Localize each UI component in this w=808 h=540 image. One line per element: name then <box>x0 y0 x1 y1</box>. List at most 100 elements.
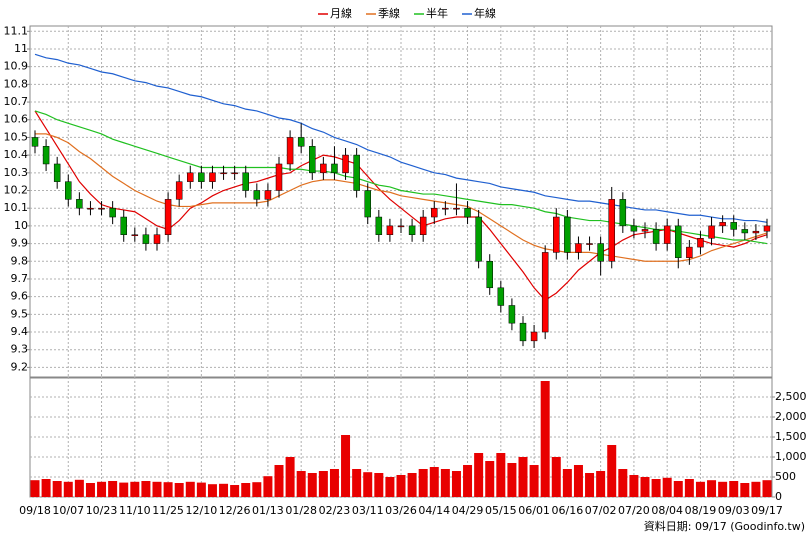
volume-bar <box>285 457 295 497</box>
y-tick-label: 9.6 <box>11 290 29 303</box>
x-tick-label: 03/11 <box>352 504 384 517</box>
y-tick-label: 10.8 <box>4 77 29 90</box>
candle-body <box>408 225 416 235</box>
volume-bar <box>185 481 195 497</box>
candle-body <box>98 207 105 210</box>
x-tick-label: 09/18 <box>19 504 51 517</box>
candle-body <box>575 243 582 253</box>
candle-body <box>630 225 638 232</box>
volume-bar <box>296 471 306 497</box>
volume-bar <box>141 481 151 497</box>
candle-body <box>297 137 305 147</box>
x-tick-label: 10/07 <box>52 504 84 517</box>
candle-body <box>264 190 272 200</box>
volume-bar <box>673 481 683 497</box>
candle-body <box>187 172 194 182</box>
candle-body <box>198 172 205 182</box>
candle-body <box>741 229 749 234</box>
volume-bar <box>152 481 162 497</box>
volume-bar <box>485 461 495 497</box>
candle-body <box>730 222 737 230</box>
volume-bar <box>130 481 140 497</box>
volume-bar <box>640 477 650 497</box>
y-tick-label: 11 <box>14 42 28 55</box>
candle-body <box>475 216 482 262</box>
volume-bar <box>540 381 550 497</box>
y-tick-label: 11.1 <box>4 24 29 37</box>
candle-body <box>486 261 493 289</box>
volume-bar <box>52 481 62 497</box>
candle-body <box>686 246 693 258</box>
x-tick-label: 11/10 <box>119 504 151 517</box>
volume-bar <box>97 481 107 497</box>
x-tick-label: 10/23 <box>86 504 118 517</box>
candle-body <box>675 225 682 258</box>
volume-bar <box>63 481 73 497</box>
y-tick-label: 10.6 <box>4 113 29 126</box>
candle-body <box>153 234 161 244</box>
volume-bar <box>762 480 772 497</box>
candle-body <box>397 225 405 228</box>
y-tick-label: 9.8 <box>11 254 29 267</box>
candle-body <box>42 146 50 165</box>
candle-body <box>253 190 261 200</box>
volume-bar <box>429 467 439 497</box>
candle-body <box>553 216 560 253</box>
volume-bar <box>418 469 428 497</box>
candle-body <box>65 181 72 200</box>
candle-body <box>619 199 627 227</box>
x-tick-label: 09/17 <box>751 504 783 517</box>
candle-body <box>386 225 394 235</box>
x-tick-label: 06/16 <box>552 504 584 517</box>
y-tick-label: 1,000 <box>775 450 807 463</box>
candle-body <box>375 216 383 235</box>
y-tick-label: 500 <box>775 470 796 483</box>
volume-bar <box>695 481 705 497</box>
candle-body <box>541 252 549 333</box>
candle-body <box>220 172 227 175</box>
volume-bar <box>651 479 661 497</box>
candle-body <box>564 216 571 253</box>
x-tick-label: 08/04 <box>651 504 683 517</box>
candle-body <box>508 305 516 324</box>
candle-body <box>608 199 615 262</box>
volume-bar <box>529 465 539 497</box>
volume-bar <box>451 471 461 497</box>
candle-body <box>275 163 283 191</box>
y-tick-label: 9.2 <box>11 360 29 373</box>
volume-bar <box>318 471 328 497</box>
volume-bar <box>207 484 217 497</box>
candle-body <box>109 207 116 218</box>
x-tick-label: 07/02 <box>585 504 617 517</box>
x-tick-label: 04/29 <box>452 504 484 517</box>
y-tick-label: 10.7 <box>4 95 29 108</box>
volume-bar <box>119 482 129 497</box>
candle-body <box>309 146 316 174</box>
volume-bar <box>718 481 728 497</box>
volume-bar <box>385 477 395 497</box>
volume-bar <box>474 453 484 497</box>
y-tick-label: 10 <box>14 219 28 232</box>
volume-bar <box>729 481 739 497</box>
moving-average-line <box>35 133 768 262</box>
volume-bar <box>396 475 406 497</box>
volume-bar <box>463 465 473 497</box>
candle-body <box>242 172 249 191</box>
y-tick-label: 10.9 <box>4 60 29 73</box>
y-tick-label: 9.7 <box>11 272 29 285</box>
volume-bar <box>163 482 173 497</box>
volume-bar <box>219 483 229 497</box>
candle-body <box>752 230 760 234</box>
volume-bar <box>363 472 373 497</box>
y-tick-label: 2,000 <box>775 410 807 423</box>
volume-bar <box>585 473 595 497</box>
candle-body <box>364 190 371 218</box>
x-tick-label: 01/13 <box>252 504 284 517</box>
candle-body <box>342 154 349 174</box>
candle-body <box>320 163 327 174</box>
volume-bar <box>352 469 362 497</box>
volume-bar <box>174 483 184 497</box>
y-tick-label: 2,500 <box>775 390 807 403</box>
candle-body <box>763 225 771 232</box>
volume-bar <box>196 482 206 497</box>
